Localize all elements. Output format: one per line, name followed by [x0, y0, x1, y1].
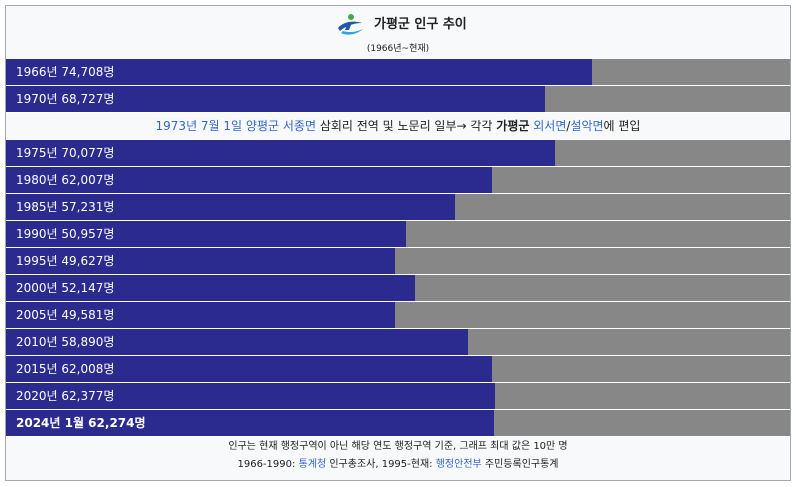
- note-text-end: 에 편입: [603, 119, 641, 133]
- yangpyeong-county-link[interactable]: 양평군: [245, 119, 280, 133]
- population-bar: [6, 356, 493, 382]
- bar-row: 1970년 68,727명: [6, 86, 790, 113]
- bar-label: 2005년 49,581명: [16, 308, 115, 322]
- annexation-note: 1973년 7월 1일 양평군 서종면 삼회리 전역 및 노문리 일부→ 각각 …: [6, 113, 790, 140]
- population-chart-box: 가평군 인구 추이 (1966년~현재) 1966년 74,708명 1970년 …: [5, 5, 791, 481]
- bar-label: 1985년 57,231명: [16, 200, 115, 214]
- note-text: 삼회리 전역 및 노문리 일부→ 각각: [316, 119, 497, 133]
- bar-label: 1990년 50,957명: [16, 227, 115, 241]
- chart-header: 가평군 인구 추이 (1966년~현재): [6, 6, 790, 59]
- population-bar: [6, 329, 468, 355]
- population-bar: [6, 275, 415, 301]
- seorak-myeon-link[interactable]: 설악면: [570, 119, 604, 133]
- bar-label: 2015년 62,008명: [16, 362, 115, 376]
- footer-note: 인구는 현재 행정구역이 아닌 해당 연도 행정구역 기준, 그래프 최대 값은…: [228, 441, 568, 452]
- bar-row: 2020년 62,377명: [6, 383, 790, 410]
- bar-row: 1985년 57,231명: [6, 194, 790, 221]
- seojong-myeon-link[interactable]: 서종면: [282, 119, 316, 133]
- population-bar: [6, 194, 455, 220]
- bar-label: 1975년 70,077명: [16, 146, 115, 160]
- bar-label: 2024년 1월 62,274명: [16, 416, 146, 430]
- population-bar: [6, 248, 396, 274]
- bar-row: 1966년 74,708명: [6, 59, 790, 86]
- ministry-interior-link[interactable]: 행정안전부: [435, 459, 482, 470]
- footer-source-suffix: 주민등록인구통계: [481, 459, 559, 470]
- bar-row: 1995년 49,627명: [6, 248, 790, 275]
- oeseo-myeon-link[interactable]: 외서면: [533, 119, 567, 133]
- population-bar: [6, 167, 493, 193]
- population-bar: [6, 59, 592, 85]
- chart-subtitle: (1966년~현재): [366, 44, 430, 54]
- bar-row: 2015년 62,008명: [6, 356, 790, 383]
- bar-row: 1980년 62,007명: [6, 167, 790, 194]
- bar-label: 2020년 62,377명: [16, 389, 115, 403]
- population-bar: [6, 302, 395, 328]
- gapyeong-county-logo-icon: [338, 14, 363, 35]
- bar-label: 1995년 49,627명: [16, 254, 115, 268]
- population-bar: [6, 140, 556, 166]
- bar-row: 1990년 50,957명: [6, 221, 790, 248]
- bar-label: 1970년 68,727명: [16, 92, 115, 106]
- chart-footer: 인구는 현재 행정구역이 아닌 해당 연도 행정구역 기준, 그래프 최대 값은…: [6, 438, 790, 474]
- gapyeong-county-bold: 가평군: [496, 119, 530, 133]
- bar-row: 1975년 70,077명: [6, 140, 790, 167]
- bar-label: 1980년 62,007명: [16, 173, 115, 187]
- footer-source: 1966-1990: 통계청 인구총조사, 1995-현재: 행정안전부 주민등…: [6, 456, 790, 474]
- bar-row: 2024년 1월 62,274명: [6, 410, 790, 437]
- population-bar: [6, 410, 495, 436]
- bar-rows: 1966년 74,708명 1970년 68,727명 1973년 7월 1일 양…: [6, 59, 790, 437]
- chart-title: 가평군 인구 추이: [374, 17, 467, 32]
- footer-source-mid: 인구총조사, 1995-현재:: [326, 459, 436, 470]
- population-bar: [6, 86, 545, 112]
- population-bar: [6, 383, 496, 409]
- statistics-korea-link[interactable]: 통계청: [298, 459, 327, 470]
- bar-label: 1966년 74,708명: [16, 65, 115, 79]
- bar-label: 2010년 58,890명: [16, 335, 115, 349]
- bar-row: 2000년 52,147명: [6, 275, 790, 302]
- footer-source-prefix: 1966-1990:: [237, 459, 299, 470]
- note-slash: /: [566, 119, 571, 133]
- bar-row: 2010년 58,890명: [6, 329, 790, 356]
- bar-row: 2005년 49,581명: [6, 302, 790, 329]
- bar-label: 2000년 52,147명: [16, 281, 115, 295]
- date-link[interactable]: 1973년 7월 1일: [155, 119, 243, 133]
- population-bar: [6, 221, 406, 247]
